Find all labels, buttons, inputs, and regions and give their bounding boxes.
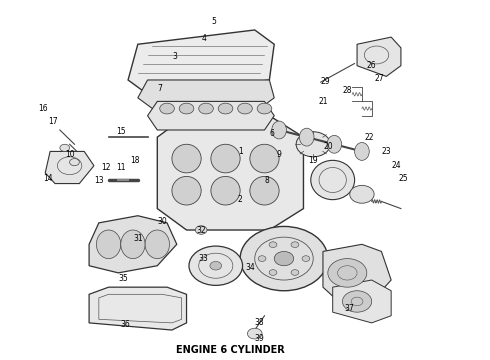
Text: 17: 17	[48, 117, 57, 126]
Text: 20: 20	[323, 141, 333, 150]
Text: 5: 5	[211, 17, 216, 26]
Text: 30: 30	[157, 217, 167, 226]
Text: 8: 8	[265, 176, 270, 185]
Ellipse shape	[121, 230, 145, 258]
Text: 25: 25	[398, 174, 408, 183]
Ellipse shape	[160, 103, 174, 114]
Text: 33: 33	[199, 254, 208, 263]
Text: 15: 15	[116, 127, 125, 136]
Ellipse shape	[60, 144, 70, 152]
Ellipse shape	[238, 103, 252, 114]
Ellipse shape	[196, 226, 207, 234]
Text: 19: 19	[308, 156, 318, 165]
Text: 24: 24	[391, 161, 401, 170]
Ellipse shape	[172, 176, 201, 205]
Ellipse shape	[211, 176, 240, 205]
Ellipse shape	[70, 158, 79, 166]
Text: 36: 36	[121, 320, 130, 329]
Ellipse shape	[258, 256, 266, 261]
Polygon shape	[128, 30, 274, 94]
Ellipse shape	[189, 246, 243, 285]
Polygon shape	[45, 152, 94, 184]
Text: 2: 2	[238, 195, 243, 204]
Ellipse shape	[328, 258, 367, 287]
Ellipse shape	[240, 226, 328, 291]
Ellipse shape	[218, 103, 233, 114]
Ellipse shape	[250, 144, 279, 173]
Text: 13: 13	[94, 176, 104, 185]
Text: 16: 16	[38, 104, 48, 113]
Text: 35: 35	[118, 274, 128, 283]
Polygon shape	[138, 80, 274, 112]
Ellipse shape	[211, 144, 240, 173]
Ellipse shape	[179, 103, 194, 114]
Text: 31: 31	[133, 234, 143, 243]
Ellipse shape	[299, 128, 314, 146]
Ellipse shape	[327, 135, 342, 153]
Text: 6: 6	[270, 129, 274, 138]
Text: 4: 4	[201, 35, 206, 44]
Ellipse shape	[247, 328, 262, 339]
Text: 3: 3	[172, 52, 177, 61]
Ellipse shape	[210, 261, 221, 270]
Ellipse shape	[350, 185, 374, 203]
Text: 11: 11	[116, 163, 125, 172]
Ellipse shape	[272, 121, 287, 139]
Polygon shape	[89, 216, 177, 273]
Ellipse shape	[269, 242, 277, 248]
Text: 14: 14	[43, 174, 52, 183]
Ellipse shape	[291, 270, 299, 275]
Ellipse shape	[199, 103, 213, 114]
Text: 23: 23	[382, 147, 391, 156]
Ellipse shape	[145, 230, 170, 258]
Ellipse shape	[269, 270, 277, 275]
Text: 7: 7	[157, 84, 162, 93]
Text: 18: 18	[131, 156, 140, 165]
Ellipse shape	[250, 176, 279, 205]
Text: 39: 39	[255, 334, 265, 343]
Text: 27: 27	[374, 74, 384, 83]
Polygon shape	[323, 244, 391, 305]
Ellipse shape	[257, 103, 272, 114]
Text: 29: 29	[320, 77, 330, 86]
Ellipse shape	[274, 251, 294, 266]
Ellipse shape	[302, 256, 310, 261]
Polygon shape	[333, 280, 391, 323]
Ellipse shape	[291, 242, 299, 248]
Ellipse shape	[355, 143, 369, 160]
Text: 26: 26	[367, 61, 376, 70]
Polygon shape	[157, 116, 303, 230]
Text: 38: 38	[255, 318, 265, 327]
Text: 28: 28	[343, 86, 352, 95]
Text: ENGINE 6 CYLINDER: ENGINE 6 CYLINDER	[176, 345, 285, 355]
Ellipse shape	[296, 132, 330, 157]
Text: 9: 9	[277, 150, 282, 159]
Text: 10: 10	[65, 150, 74, 159]
Text: 1: 1	[238, 147, 243, 156]
Ellipse shape	[311, 160, 355, 200]
Text: 32: 32	[196, 225, 206, 234]
Ellipse shape	[172, 144, 201, 173]
Ellipse shape	[343, 291, 372, 312]
Polygon shape	[147, 102, 274, 130]
Polygon shape	[89, 287, 187, 330]
Text: 21: 21	[318, 97, 328, 106]
Text: 37: 37	[345, 304, 355, 313]
Text: 34: 34	[245, 263, 255, 272]
Text: 22: 22	[365, 132, 374, 141]
Text: 12: 12	[101, 163, 111, 172]
Ellipse shape	[97, 230, 121, 258]
Polygon shape	[357, 37, 401, 76]
